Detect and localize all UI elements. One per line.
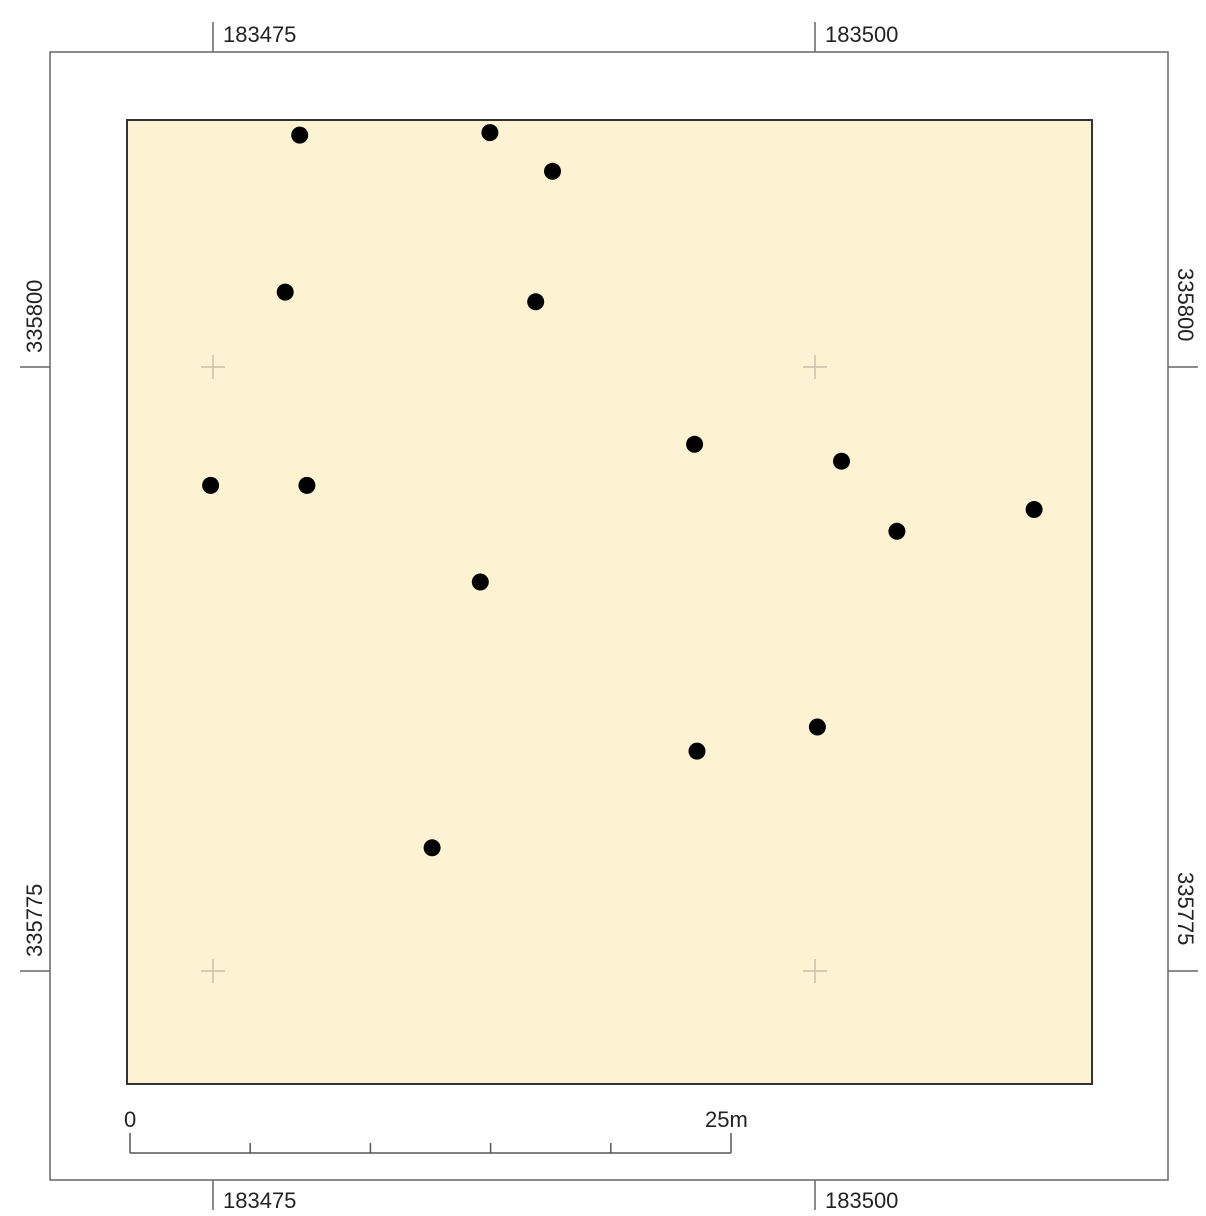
scale-start-label: 0 [124,1107,136,1132]
easting-label-bottom-1: 183475 [223,1188,296,1213]
feature-point [481,124,499,142]
easting-label-bottom-2: 183500 [825,1188,898,1213]
feature-point [527,293,545,311]
scale-bar-ticks [129,1133,732,1153]
feature-point [423,839,441,857]
grid-cross [201,355,225,379]
survey-area [126,119,1093,1085]
feature-point [888,522,906,540]
feature-point [833,452,850,470]
feature-point [688,742,706,760]
scale-end-label: 25m [705,1107,748,1132]
feature-point [291,126,309,144]
grid-cross [803,959,827,983]
feature-point [808,718,826,736]
scale-bar [129,1133,732,1154]
northing-label-right-1: 335800 [1173,268,1198,341]
feature-point [1025,501,1043,518]
northing-label-left-1: 335800 [22,280,47,353]
grid-cross [201,959,225,983]
easting-label-top-2: 183500 [825,22,898,47]
northing-label-right-2: 335775 [1173,872,1198,945]
feature-point [276,283,294,301]
feature-points [202,124,1043,857]
easting-label-top-1: 183475 [223,22,296,47]
northing-label-left-2: 335775 [22,884,47,957]
grid-crosses [201,355,827,983]
feature-point [686,435,704,453]
map-frame [49,51,1169,1181]
grid-ticks [20,22,1198,1210]
feature-point [298,476,316,494]
feature-point [202,476,220,494]
feature-point [471,573,489,591]
feature-point [544,162,561,180]
grid-cross [803,355,827,379]
